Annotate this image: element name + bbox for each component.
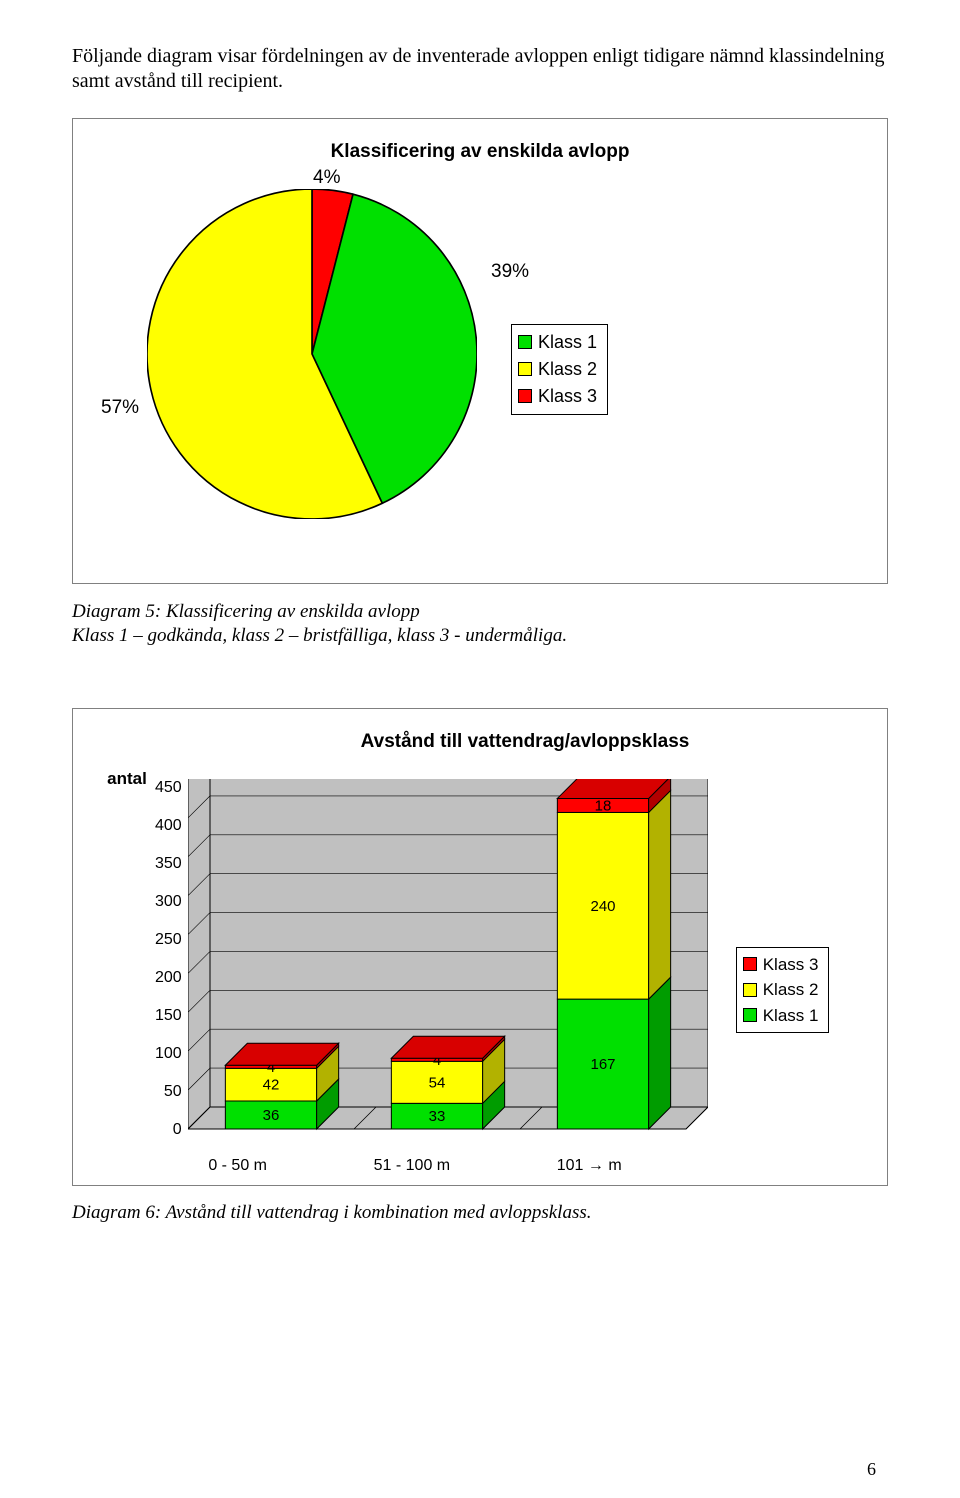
x-tick: 0 - 50 m: [208, 1157, 267, 1175]
pie-chart: 4% 39% 57%: [147, 189, 477, 519]
legend-item: Klass 1: [743, 1003, 819, 1029]
page-number: 6: [867, 1459, 876, 1480]
bar-caption: Diagram 6: Avstånd till vattendrag i kom…: [72, 1202, 888, 1224]
svg-text:240: 240: [590, 897, 615, 914]
y-tick: 300: [155, 893, 182, 911]
bar-title: Avstånd till vattendrag/avloppsklass: [87, 731, 873, 753]
legend-label: Klass 2: [763, 977, 819, 1003]
legend-item: Klass 2: [743, 977, 819, 1003]
pie-legend: Klass 1 Klass 2 Klass 3: [511, 324, 608, 415]
caption-line-1: Diagram 5: Klassificering av enskilda av…: [72, 601, 420, 622]
bar-chart-box: Avstånd till vattendrag/avloppsklass ant…: [72, 708, 888, 1186]
swatch: [743, 1008, 757, 1022]
svg-text:167: 167: [590, 1056, 615, 1073]
y-tick: 100: [155, 1045, 182, 1063]
pie-label-57: 57%: [101, 397, 139, 419]
x-tick: 51 - 100 m: [374, 1157, 450, 1175]
pie-label-4: 4%: [313, 167, 340, 189]
pie-chart-box: Klassificering av enskilda avlopp 4% 39%…: [72, 118, 888, 584]
svg-text:36: 36: [262, 1107, 279, 1124]
y-tick: 0: [173, 1121, 182, 1139]
y-tick: 350: [155, 855, 182, 873]
pie-svg: [147, 189, 477, 519]
swatch: [743, 983, 757, 997]
legend-item-klass1: Klass 1: [518, 329, 597, 356]
intro-text: Följande diagram visar fördelningen av d…: [72, 44, 888, 94]
legend-label: Klass 3: [538, 383, 597, 410]
pie-title: Klassificering av enskilda avlopp: [87, 141, 873, 163]
caption-line-2: Klass 1 – godkända, klass 2 – bristfälli…: [72, 625, 567, 646]
y-axis-label: antal: [99, 767, 155, 789]
legend-item: Klass 3: [743, 952, 819, 978]
x-axis-ticks: 0 - 50 m 51 - 100 m 101 → m: [155, 1157, 675, 1175]
bar-legend: Klass 3Klass 2Klass 1: [736, 947, 830, 1034]
y-tick: 200: [155, 969, 182, 987]
pie-label-39: 39%: [491, 261, 529, 283]
y-tick: 150: [155, 1007, 182, 1025]
y-tick: 400: [155, 817, 182, 835]
pie-caption: Diagram 5: Klassificering av enskilda av…: [72, 600, 888, 648]
legend-label: Klass 2: [538, 356, 597, 383]
svg-text:54: 54: [428, 1074, 445, 1091]
swatch-klass1: [518, 335, 532, 349]
y-tick: 250: [155, 931, 182, 949]
bar-svg: 364243354416724018: [188, 779, 708, 1151]
legend-label: Klass 1: [538, 329, 597, 356]
y-axis-ticks: 450 400 350 300 250 200 150 100 50 0: [155, 779, 188, 1139]
legend-label: Klass 1: [763, 1003, 819, 1029]
legend-item-klass2: Klass 2: [518, 356, 597, 383]
svg-text:42: 42: [262, 1076, 279, 1093]
bar-plot: 364243354416724018: [188, 779, 708, 1151]
swatch-klass3: [518, 389, 532, 403]
x-tick: 101 → m: [557, 1157, 622, 1175]
y-tick: 50: [164, 1083, 182, 1101]
legend-label: Klass 3: [763, 952, 819, 978]
svg-text:33: 33: [428, 1108, 445, 1125]
swatch-klass2: [518, 362, 532, 376]
y-tick: 450: [155, 779, 182, 797]
svg-text:18: 18: [594, 797, 611, 814]
swatch: [743, 957, 757, 971]
legend-item-klass3: Klass 3: [518, 383, 597, 410]
